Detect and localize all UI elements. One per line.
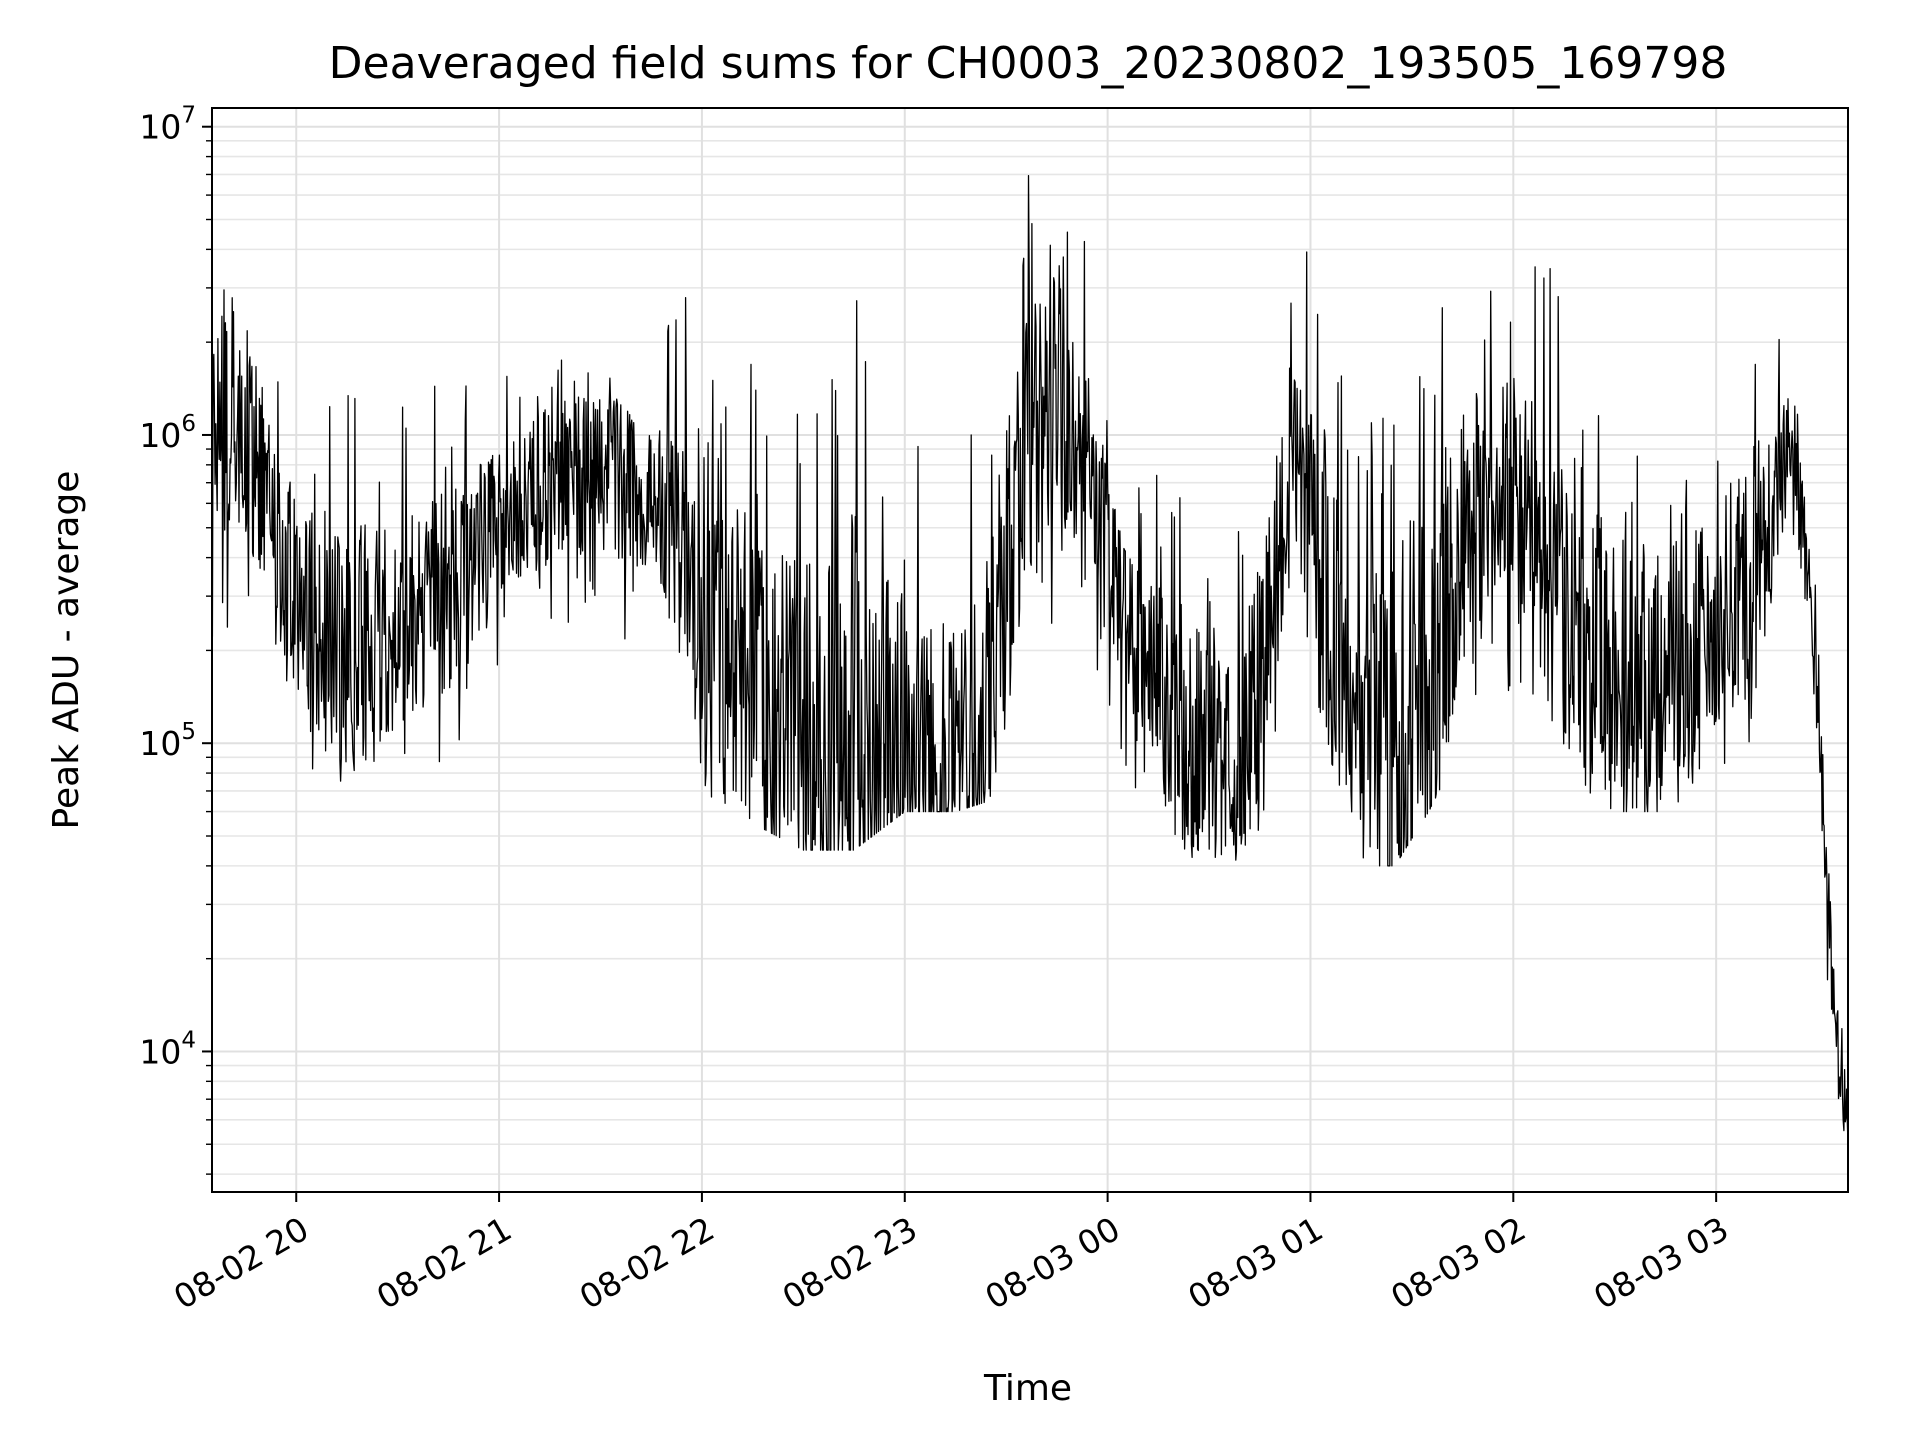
y-tick-label: 107	[139, 103, 196, 147]
y-tick-label: 106	[139, 411, 196, 455]
x-axis-label: Time	[983, 1368, 1072, 1409]
y-tick-label: 105	[139, 719, 196, 763]
y-tick-label: 104	[139, 1027, 196, 1071]
series	[211, 174, 1849, 1145]
y-axis: 104 105 106 107	[139, 103, 212, 1175]
series-line	[211, 174, 1849, 1145]
y-axis-label: Peak ADU - average	[46, 471, 87, 830]
chart-title: Deaveraged field sums for CH0003_2023080…	[329, 38, 1728, 89]
